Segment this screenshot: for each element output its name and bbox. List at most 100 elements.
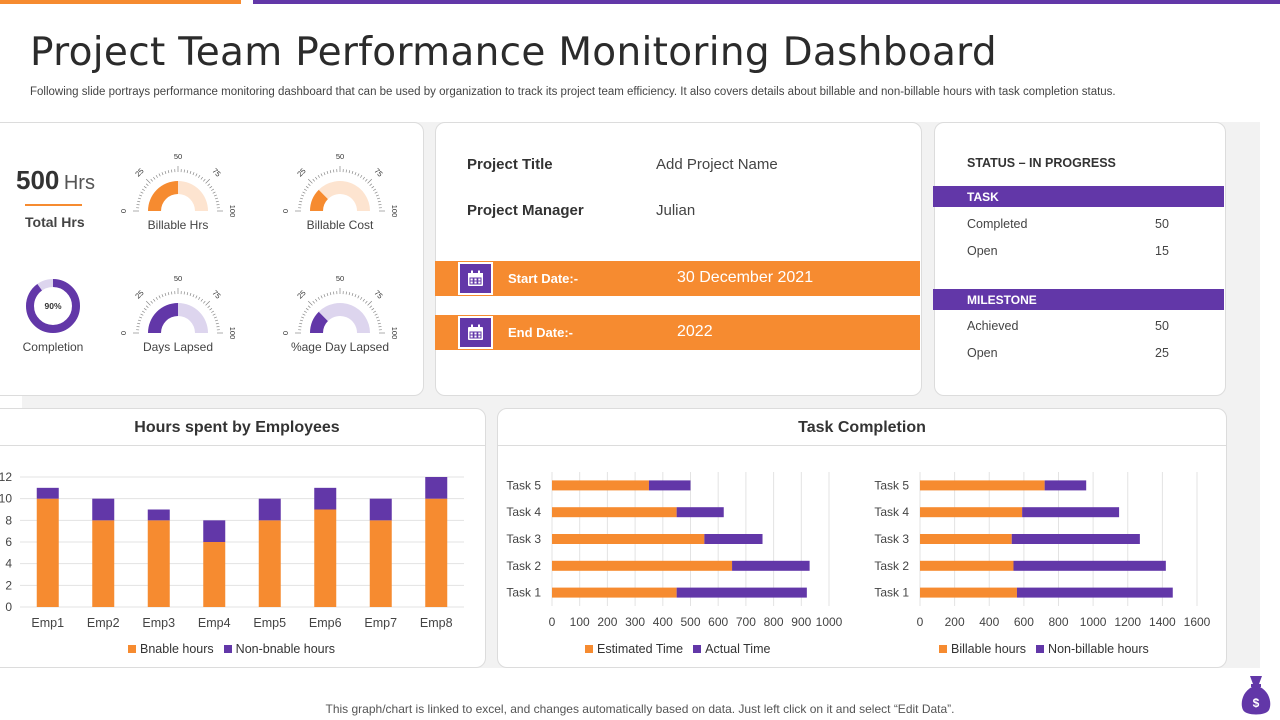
gauge-tick — [302, 191, 306, 194]
bar-segment[interactable] — [314, 487, 337, 510]
bar-segment[interactable] — [1011, 534, 1140, 544]
bar-segment[interactable] — [552, 507, 677, 518]
gauge-tick — [377, 322, 381, 325]
gauge-tick — [186, 292, 189, 296]
gauge-tick — [153, 176, 156, 180]
gauge-tick — [357, 173, 360, 177]
gauge-track — [178, 181, 208, 211]
bar-segment[interactable] — [920, 480, 1045, 491]
gauge-tick — [214, 319, 219, 322]
bar-segment[interactable] — [425, 498, 448, 607]
gauge-tick-label: 75 — [210, 166, 222, 178]
gauge-tick — [137, 197, 142, 200]
bar-segment[interactable] — [920, 507, 1023, 518]
bar-segment[interactable] — [203, 542, 226, 607]
gauge-tick — [150, 300, 153, 304]
gauge-tick — [371, 186, 375, 189]
bar-segment[interactable] — [92, 498, 115, 521]
gauge-tick — [164, 292, 167, 297]
gauge-tick — [192, 172, 195, 176]
gauge-tick-label: 50 — [336, 274, 344, 283]
gauge-tick — [354, 294, 357, 298]
gauge-tick — [215, 322, 219, 325]
bar-segment[interactable] — [369, 520, 392, 607]
bar-segment[interactable] — [648, 480, 691, 491]
gauge-tick-label: 25 — [133, 166, 145, 178]
gauge-tick — [213, 316, 217, 319]
bar-segment[interactable] — [1022, 507, 1120, 518]
gauge-tick-label: 0 — [281, 209, 290, 213]
gauge-tick — [161, 172, 164, 176]
gauge-tick — [299, 197, 304, 200]
bar-segment[interactable] — [704, 534, 763, 544]
bar-segment[interactable] — [552, 534, 705, 544]
bar-segment[interactable] — [147, 520, 170, 607]
bar-segment[interactable] — [732, 560, 810, 571]
gauge-tick — [186, 170, 189, 174]
x-tick-label: 800 — [1048, 615, 1068, 629]
y-tick-label: Task 1 — [874, 586, 909, 600]
gauge-tick — [164, 170, 167, 175]
gauge-tick — [307, 178, 313, 184]
bar-segment[interactable] — [1044, 480, 1087, 491]
bar-segment[interactable] — [147, 509, 170, 521]
gauge-fill — [148, 303, 178, 333]
y-tick-label: Task 4 — [506, 505, 541, 519]
legend-label: Non-bnable hours — [235, 642, 336, 656]
hours-chart-card[interactable] — [0, 408, 486, 668]
end-date-bar: End Date:- 2022 — [435, 315, 920, 350]
x-tick-label: 200 — [597, 615, 617, 629]
task-header-bar: TASK — [933, 186, 1224, 207]
gauge-tick — [304, 310, 307, 313]
status-card — [934, 122, 1226, 396]
bar-segment[interactable] — [920, 587, 1017, 598]
bar-segment[interactable] — [36, 487, 59, 499]
task-hours-legend: Billable hours Non-billable hours — [939, 642, 1159, 656]
bar-segment[interactable] — [258, 498, 281, 521]
gauge-tick — [153, 298, 156, 302]
gauge-tick — [158, 295, 161, 299]
bar-segment[interactable] — [552, 560, 733, 571]
bar-segment[interactable] — [676, 507, 724, 518]
bar-segment[interactable] — [1013, 560, 1166, 571]
gauge-tick — [167, 170, 170, 174]
gauge-tick — [375, 316, 379, 319]
gauge-tick — [348, 292, 351, 296]
y-tick-label: Task 4 — [874, 505, 909, 519]
bar-segment[interactable] — [676, 587, 807, 598]
task-time-chart[interactable]: 0 100 200 300 400 500 600 700 800 900 1000 Task 1 Ta… — [500, 468, 850, 638]
gauge-tick — [320, 173, 323, 177]
gauge-tick — [365, 300, 368, 304]
x-tick-label: 600 — [1014, 615, 1034, 629]
bar-segment[interactable] — [92, 520, 115, 607]
hours-chart-title: Hours spent by Employees — [134, 419, 340, 436]
gauge-tick-label: 100 — [390, 327, 399, 340]
gauge-tick — [192, 294, 195, 298]
bar-segment[interactable] — [36, 498, 59, 607]
task-hours-chart[interactable]: 0 200 400 600 800 1000 1200 1400 1600 Task 1 Task … — [868, 468, 1218, 638]
legend-label: Bnable hours — [140, 642, 214, 656]
bar-segment[interactable] — [369, 498, 392, 521]
x-tick-label: 1400 — [1149, 615, 1176, 629]
gauge-tick — [365, 178, 368, 182]
legend-item-actual: Actual Time — [693, 642, 770, 656]
bar-segment[interactable] — [552, 587, 677, 598]
hours-chart[interactable]: 0 2 4 6 8 10 12 Emp1 Emp2 Emp3 Emp4 Emp5 Emp6 Emp7 Emp… — [0, 460, 480, 640]
start-date-label: Start Date:- — [508, 271, 579, 286]
bar-segment[interactable] — [258, 520, 281, 607]
bar-segment[interactable] — [203, 520, 226, 542]
gauge-tick-label: 0 — [119, 331, 128, 335]
bar-segment[interactable] — [1016, 587, 1173, 598]
bar-segment[interactable] — [552, 480, 649, 491]
gauge-tick — [200, 176, 203, 180]
total-hours-unit: Hrs — [63, 172, 95, 194]
gauge-label: Billable Cost — [306, 218, 374, 232]
bar-segment[interactable] — [314, 509, 337, 608]
bar-segment[interactable] — [920, 560, 1014, 571]
y-tick-label: 4 — [5, 557, 12, 571]
bar-segment[interactable] — [920, 534, 1012, 544]
y-tick-label: 8 — [5, 513, 12, 527]
calendar-icon — [468, 324, 483, 340]
gauge-tick — [305, 308, 309, 311]
bar-segment[interactable] — [425, 477, 448, 499]
